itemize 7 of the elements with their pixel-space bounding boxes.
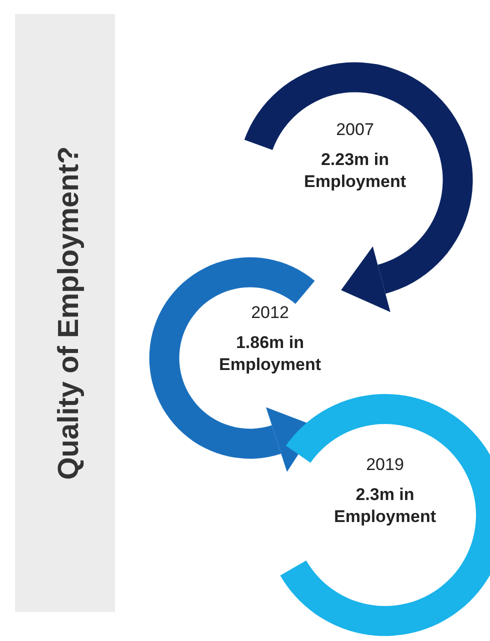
data-label: 2.23m in Employment bbox=[304, 150, 406, 191]
data-label: 1.86m in Employment bbox=[218, 333, 322, 374]
data-label: 2.3m in Employment bbox=[334, 485, 436, 526]
text: Quality of Employment? bbox=[53, 146, 85, 480]
category-label: 2012 bbox=[251, 303, 289, 322]
category-label: 2019 bbox=[366, 455, 404, 474]
category-label: 2007 bbox=[336, 120, 374, 139]
